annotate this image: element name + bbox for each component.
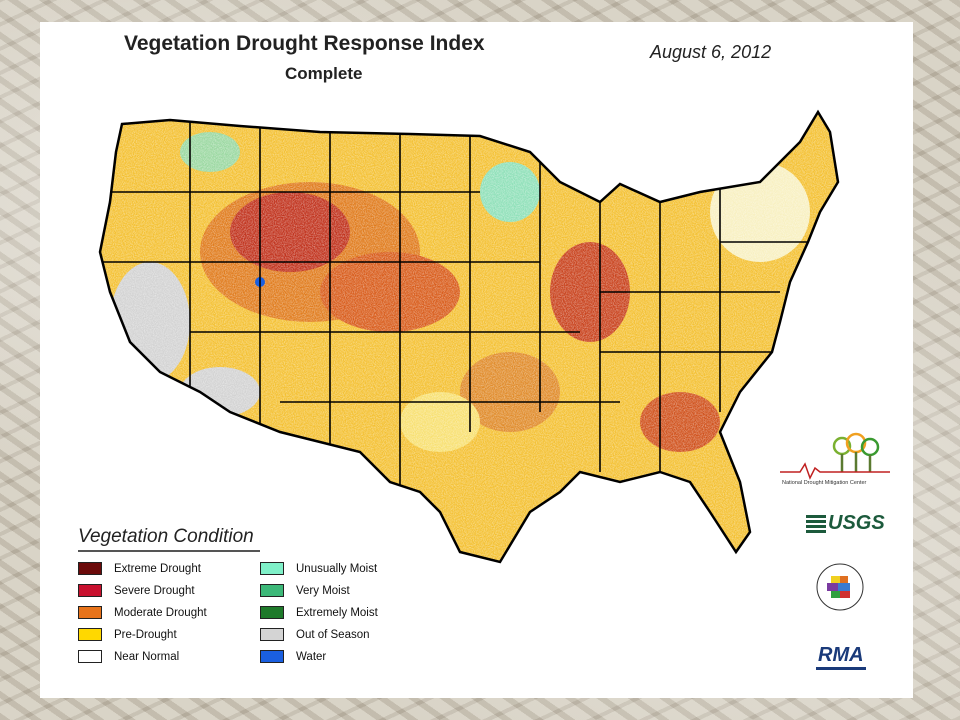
rma-logo: RMA — [816, 644, 866, 670]
legend: Vegetation Condition Extreme Drought Sev… — [68, 522, 408, 672]
legend-label: Extreme Drought — [114, 562, 201, 575]
legend-item-unusually-moist: Unusually Moist — [260, 562, 377, 575]
legend-swatch — [78, 628, 102, 641]
legend-swatch — [260, 584, 284, 597]
usgs-logo-text: USGS — [828, 512, 885, 534]
legend-item-near-normal: Near Normal — [78, 650, 179, 663]
map-subtitle: Complete — [285, 64, 363, 83]
legend-swatch — [260, 628, 284, 641]
map-title: Vegetation Drought Response Index — [124, 32, 485, 55]
legend-swatch — [260, 606, 284, 619]
map-date: August 6, 2012 — [650, 42, 772, 62]
ndmc-logo: National Drought Mitigation Center — [780, 432, 890, 486]
legend-item-extreme-drought: Extreme Drought — [78, 562, 201, 575]
ndmc-logo-text: National Drought Mitigation Center — [782, 480, 867, 486]
legend-label: Out of Season — [296, 628, 370, 641]
hprcc-logo — [816, 563, 864, 611]
legend-label: Extremely Moist — [296, 606, 378, 619]
legend-label: Very Moist — [296, 584, 350, 597]
legend-label: Severe Drought — [114, 584, 195, 597]
usgs-wave-icon — [806, 514, 826, 533]
legend-label: Pre-Drought — [114, 628, 177, 641]
legend-swatch — [78, 650, 102, 663]
legend-swatch — [78, 606, 102, 619]
legend-label: Near Normal — [114, 650, 180, 663]
slide: Vegetation Drought Response Index Comple… — [40, 22, 913, 698]
legend-item-very-moist: Very Moist — [260, 584, 350, 597]
legend-item-out-of-season: Out of Season — [260, 628, 370, 641]
legend-swatch — [78, 562, 102, 575]
legend-swatch — [78, 584, 102, 597]
legend-label: Water — [296, 650, 327, 663]
usgs-logo: USGS — [806, 512, 885, 535]
legend-item-pre-drought: Pre-Drought — [78, 628, 177, 641]
legend-item-moderate-drought: Moderate Drought — [78, 606, 207, 619]
legend-item-water: Water — [260, 650, 326, 663]
legend-swatch — [260, 562, 284, 575]
legend-item-severe-drought: Severe Drought — [78, 584, 195, 597]
legend-label: Unusually Moist — [296, 562, 378, 575]
legend-swatch — [260, 650, 284, 663]
legend-label: Moderate Drought — [114, 606, 207, 619]
legend-title: Vegetation Condition — [78, 526, 260, 552]
legend-item-extremely-moist: Extremely Moist — [260, 606, 378, 619]
us-map-svg — [98, 110, 840, 564]
us-drought-map — [60, 92, 860, 572]
